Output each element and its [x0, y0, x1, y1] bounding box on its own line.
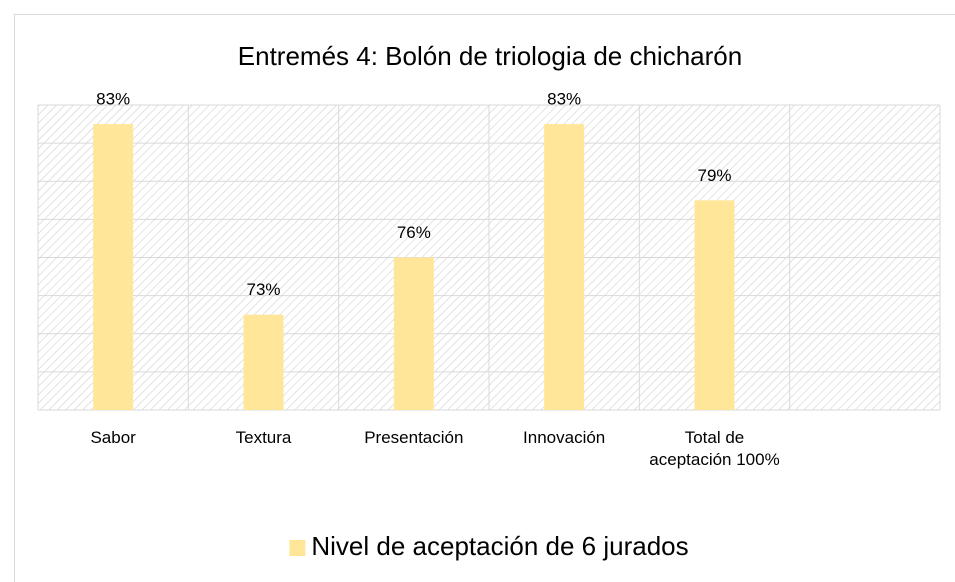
data-label: 73% [246, 280, 280, 299]
bar [243, 314, 284, 410]
x-tick-label: Sabor [90, 428, 136, 447]
bar [393, 257, 434, 410]
chart-title: Entremés 4: Bolón de triologia de chicha… [238, 41, 742, 71]
bar [544, 124, 585, 410]
legend-label: Nivel de aceptación de 6 jurados [311, 531, 688, 561]
data-label: 83% [547, 90, 581, 109]
bar [694, 200, 735, 410]
x-tick-label: Textura [235, 428, 292, 447]
data-label: 76% [397, 223, 431, 242]
legend-swatch [289, 540, 306, 556]
x-tick-label: Total de aceptación 100% [649, 428, 780, 469]
x-tick-label: Presentación [364, 428, 464, 447]
data-label: 79% [697, 166, 731, 185]
data-label: 83% [96, 90, 130, 109]
bar [93, 124, 134, 410]
x-tick-label: Innovación [523, 428, 606, 447]
